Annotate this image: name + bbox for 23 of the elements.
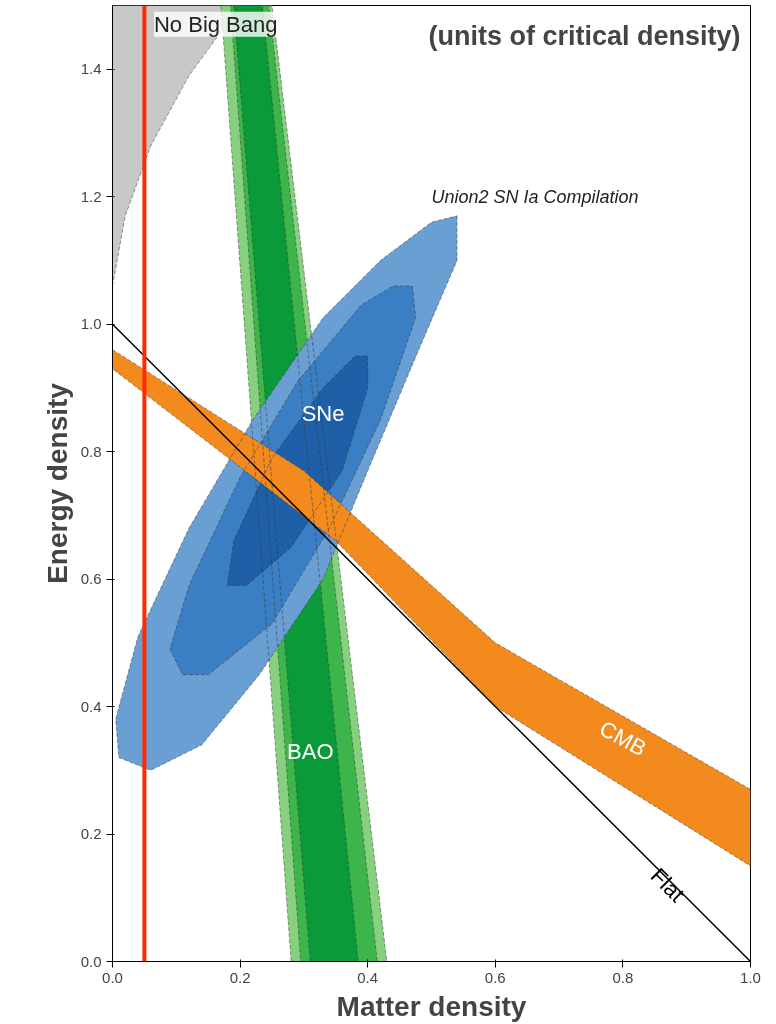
annotation: Union2 SN Ia Compilation	[431, 186, 639, 207]
y-tick-label: 1.4	[80, 60, 102, 78]
x-tick-label: 0.8	[612, 968, 634, 986]
y-tick-label: 0.2	[80, 825, 102, 843]
x-tick-label: 1.0	[740, 968, 761, 986]
y-tick-label: 1.2	[80, 187, 102, 205]
x-axis-title: Matter density	[336, 990, 527, 1022]
annotation: CMB	[595, 715, 651, 762]
y-tick-label: 0.8	[80, 442, 102, 460]
x-tick-label: 0.0	[102, 968, 123, 986]
y-tick-label: 1.0	[80, 315, 102, 333]
y-tick-label: 0.4	[80, 697, 102, 715]
x-tick-label: 0.2	[229, 968, 251, 986]
annotation: Flat	[645, 863, 690, 907]
x-tick-label: 0.6	[484, 968, 506, 986]
text: (units of critical density)	[428, 20, 741, 51]
annotation: BAO	[287, 738, 334, 764]
annotation: SNe	[301, 400, 345, 426]
x-tick-label: 0.4	[357, 968, 379, 986]
y-tick-label: 0.6	[80, 570, 102, 588]
annotation: No Big Bang	[153, 11, 278, 37]
y-axis-title: Energy density	[41, 382, 73, 584]
y-tick-label: 0.0	[80, 952, 102, 970]
